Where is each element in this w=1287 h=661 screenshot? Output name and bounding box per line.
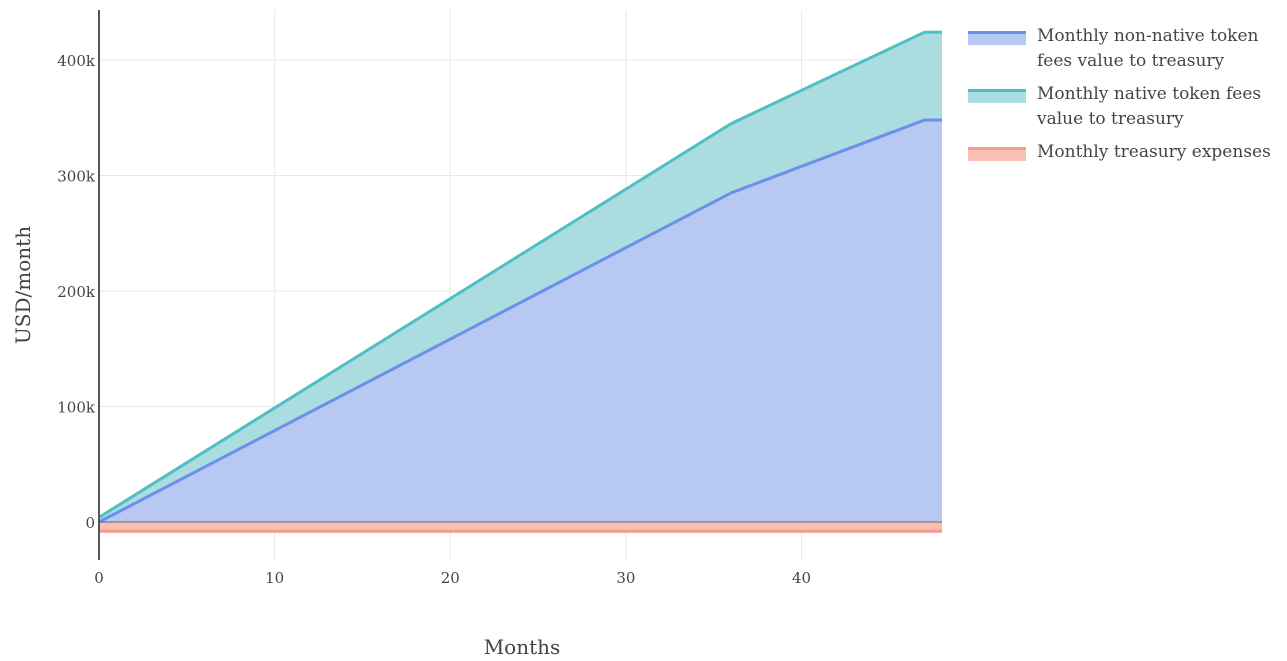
legend: Monthly non-native token fees value to t… bbox=[968, 24, 1278, 173]
legend-item-non-native-fees[interactable]: Monthly non-native token fees value to t… bbox=[968, 24, 1278, 74]
line-native-fees bbox=[98, 30, 942, 519]
x-axis-title: Months bbox=[484, 635, 561, 659]
x-tick-label: 30 bbox=[616, 569, 635, 587]
x-tick-label: 20 bbox=[441, 569, 460, 587]
x-tick-label: 40 bbox=[792, 569, 811, 587]
legend-swatch bbox=[968, 89, 1026, 103]
y-tick-label: 400k bbox=[57, 52, 96, 70]
legend-item-treasury-expenses[interactable]: Monthly treasury expenses bbox=[968, 140, 1278, 165]
area-non-native-fees bbox=[99, 120, 942, 522]
series-areas bbox=[98, 30, 942, 533]
line-non-native-fees bbox=[98, 118, 942, 524]
x-tick-label: 10 bbox=[265, 569, 284, 587]
y-axis-title: USD/month bbox=[11, 226, 35, 344]
x-tick-label: 0 bbox=[94, 569, 104, 587]
y-tick-label: 200k bbox=[57, 283, 96, 301]
legend-swatch bbox=[968, 147, 1026, 161]
y-tick-label: 0 bbox=[85, 514, 95, 532]
legend-label: Monthly treasury expenses bbox=[1037, 142, 1271, 162]
area-treasury-expenses bbox=[99, 522, 942, 532]
y-tick-label: 300k bbox=[57, 168, 96, 186]
y-tick-label: 100k bbox=[57, 399, 96, 417]
legend-label: Monthly native token fees value to treas… bbox=[1037, 84, 1262, 129]
legend-swatch bbox=[968, 31, 1026, 45]
area-native-fees bbox=[99, 32, 942, 522]
legend-label: Monthly non-native token fees value to t… bbox=[1037, 26, 1259, 71]
tick-labels: 0 10 20 30 40 0 100k 200k 300k 400k bbox=[57, 52, 811, 587]
axes bbox=[98, 10, 942, 560]
legend-item-native-fees[interactable]: Monthly native token fees value to treas… bbox=[968, 82, 1278, 132]
